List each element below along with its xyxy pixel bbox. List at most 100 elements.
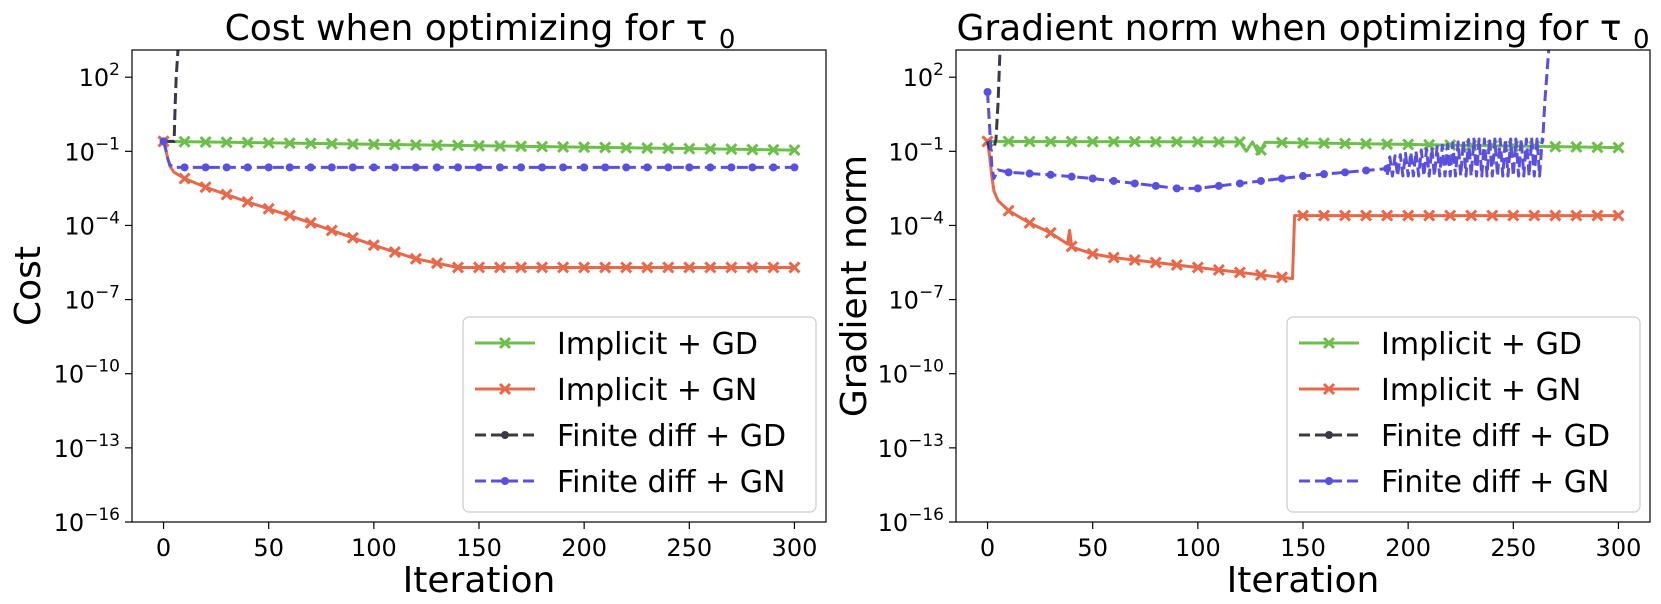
series-marker [641,261,654,274]
series-marker [788,261,801,274]
series-marker [1044,226,1057,239]
series-marker [369,163,378,172]
series-marker [1612,209,1625,222]
series-marker [662,261,675,274]
series-marker [1086,247,1099,260]
series-marker [769,163,778,172]
series-marker [262,136,275,149]
series-marker [327,163,336,172]
series-marker [159,137,168,146]
y-tick-label: 10−1 [64,134,120,166]
y-tick-label: 10−7 [64,283,120,315]
legend-marker [1325,431,1333,439]
legend-label-1: Implicit + GD [1381,327,1582,362]
y-tick-label: 10−16 [54,505,120,537]
series-marker [515,140,528,153]
series-marker [304,216,317,230]
data-area [157,50,801,274]
series-marker [1299,172,1307,181]
y-axis-label: Gradient norm [834,155,875,417]
x-tick-label: 0 [980,534,995,562]
series-marker [788,144,801,157]
series-marker [662,142,675,155]
x-tick-label: 100 [1175,534,1221,562]
series-marker [432,163,441,172]
series-marker [1046,170,1055,179]
series-marker [222,163,231,172]
y-tick-label: 10−1 [888,134,944,166]
series-marker [580,163,589,172]
series-marker [1109,176,1118,185]
series-marker [1444,209,1457,222]
legend-label-2: Implicit + GN [1381,373,1581,408]
series-marker [1212,263,1225,276]
series-marker [517,163,526,172]
y-tick-label: 10−13 [878,431,944,463]
series-marker [304,137,317,150]
series-marker [767,261,780,274]
legend: Implicit + GD Implicit + GN Finite diff + … [462,316,817,513]
series-marker [390,163,399,172]
series-marker [557,261,570,274]
series-marker [1172,184,1181,193]
series-marker [285,163,294,172]
series-marker [1149,256,1162,269]
series-marker [1381,138,1394,151]
series-marker [578,141,591,154]
legend-marker [1322,336,1336,350]
axes-frame [131,49,827,523]
legend-label-3: Finite diff + GD [557,419,786,454]
series-marker [601,163,610,172]
series-marker [683,142,696,155]
series-marker [451,261,465,274]
x-tick-label: 300 [1596,534,1642,562]
legend-marker [1322,382,1336,396]
series-marker [199,181,212,194]
series-marker [430,139,443,152]
series-marker [599,141,612,154]
chart-title: Cost when optimizing for τ 0 [225,8,736,55]
series-marker [1362,166,1371,175]
series-marker [1317,137,1331,150]
series-marker [725,261,738,274]
series-marker [241,195,254,209]
x-tick-label: 0 [156,534,171,562]
series-marker [180,163,189,172]
series-marker [1235,179,1244,188]
series-marker [1570,209,1583,222]
data-area [981,50,1625,284]
x-tick-label: 150 [456,534,502,562]
series-marker [1088,174,1097,183]
x-tick-label: 50 [1077,534,1108,562]
series-marker [1107,251,1120,264]
series-marker [475,163,483,172]
y-tick-label: 102 [79,60,120,92]
axes-frame [955,49,1651,523]
series-marker [538,163,547,172]
series-marker [178,172,191,185]
legend-marker [498,382,512,396]
y-axis-label: Cost [8,246,49,326]
legend-label-1: Implicit + GD [557,327,758,362]
chart-panel-1: Cost when optimizing for τ 0 Iteration Cos… [8,8,827,601]
series-marker [664,163,673,172]
series-marker [1317,209,1331,222]
series-marker [599,261,612,274]
series-marker [346,231,359,244]
series-marker [348,163,357,172]
series-marker [243,163,252,172]
series-marker [1128,253,1141,267]
series-marker [472,261,486,274]
legend-label-3: Finite diff + GD [1381,419,1610,454]
series-marker [1528,209,1541,222]
series-marker [1570,140,1583,154]
series-marker [1149,135,1162,148]
series-marker [1549,209,1562,222]
x-tick-label: 200 [561,534,607,562]
series-marker [409,138,422,151]
series-marker [704,142,717,155]
series-marker [1296,209,1310,222]
series-marker [1067,172,1076,181]
series-line-4 [986,50,1551,190]
series-marker [367,239,380,252]
